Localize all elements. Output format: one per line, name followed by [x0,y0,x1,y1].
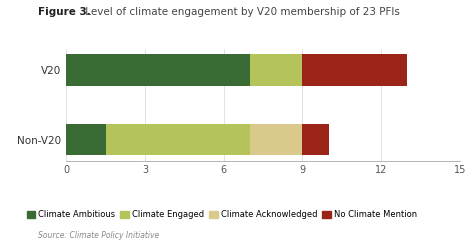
Text: Source: Climate Policy Initiative: Source: Climate Policy Initiative [38,231,159,240]
Legend: Climate Ambitious, Climate Engaged, Climate Acknowledged, No Climate Mention: Climate Ambitious, Climate Engaged, Clim… [23,207,420,223]
Bar [250,54,302,86]
Bar [66,124,106,156]
Bar [302,54,407,86]
Bar [250,124,302,156]
Bar [106,124,250,156]
Text: Level of climate engagement by V20 membership of 23 PFIs: Level of climate engagement by V20 membe… [82,7,400,17]
Text: Figure 3.: Figure 3. [38,7,91,17]
Bar [302,124,328,156]
Bar [66,54,250,86]
